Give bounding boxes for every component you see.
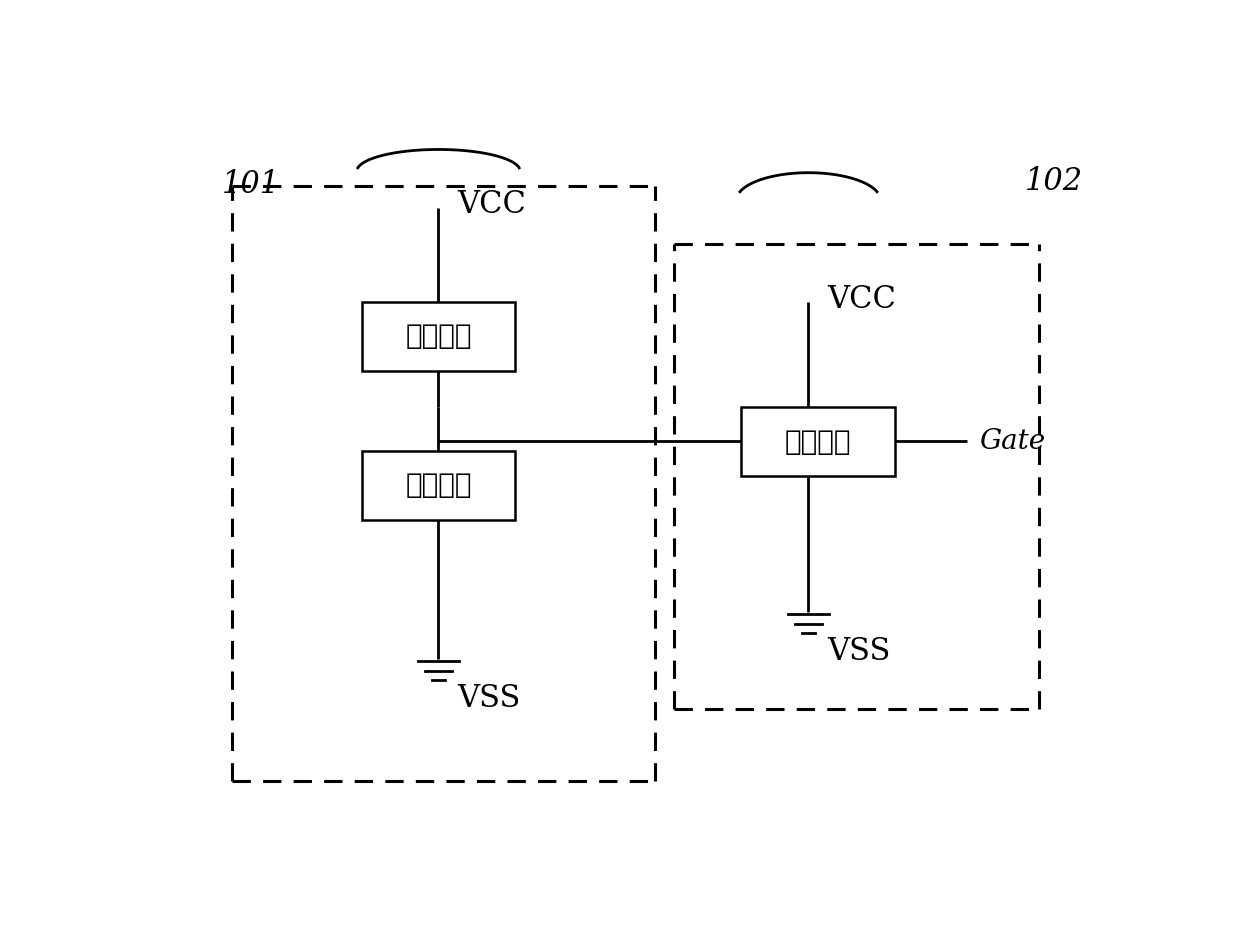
- Text: Gate: Gate: [980, 428, 1045, 455]
- Bar: [742, 407, 895, 476]
- Text: VCC: VCC: [828, 284, 897, 315]
- Text: 电容元件: 电容元件: [405, 472, 471, 499]
- Text: 电阻元件: 电阻元件: [405, 323, 471, 351]
- Text: 反相电路: 反相电路: [785, 428, 852, 455]
- Text: VCC: VCC: [458, 190, 527, 221]
- Text: VSS: VSS: [458, 683, 521, 714]
- Bar: [362, 451, 516, 520]
- Text: 102: 102: [1024, 166, 1083, 197]
- Text: 101: 101: [222, 170, 280, 200]
- Bar: [362, 302, 516, 371]
- Text: VSS: VSS: [828, 636, 892, 667]
